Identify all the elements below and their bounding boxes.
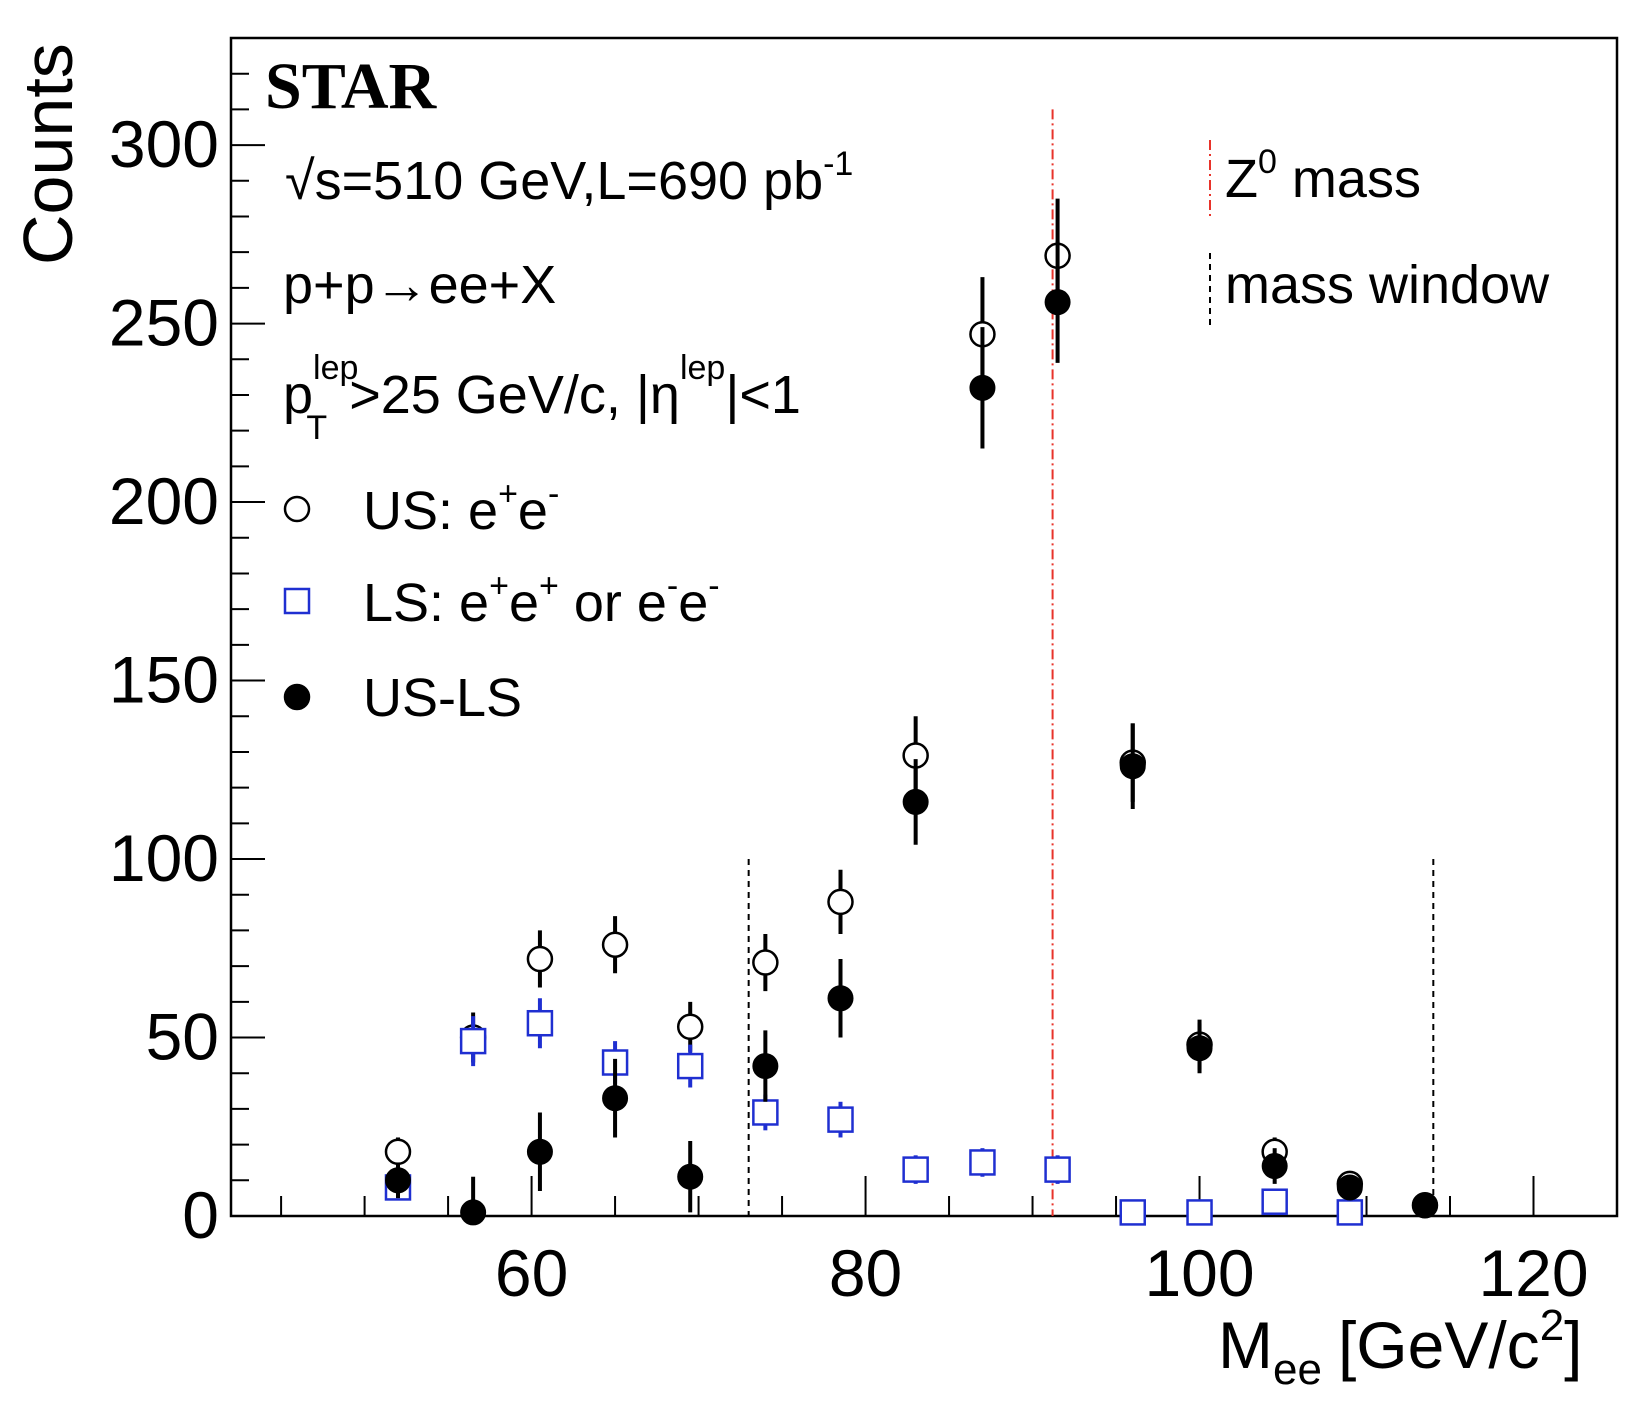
- us-ls-point: [902, 788, 929, 815]
- us-ls-point: [460, 1199, 487, 1226]
- legend-marker-ls: [283, 587, 311, 615]
- us-point: [752, 949, 779, 976]
- ls-point: [1044, 1156, 1071, 1183]
- ls-point: [1261, 1188, 1288, 1215]
- data-marks: [384, 198, 1439, 1226]
- us-ls-point: [1411, 1192, 1438, 1219]
- ls-point: [676, 1052, 704, 1080]
- us-ls-point: [827, 985, 854, 1012]
- us-point: [526, 945, 554, 973]
- ls-point: [459, 1027, 487, 1055]
- y-tick-label: 200: [109, 464, 219, 538]
- y-tick-label: 0: [182, 1178, 219, 1252]
- us-point: [384, 1138, 412, 1165]
- ls-point: [902, 1156, 929, 1183]
- x-axis-label: Mee [GeV/c2]: [1218, 1301, 1583, 1394]
- us-ls-point: [677, 1163, 704, 1190]
- legend-marker-us-ls: [283, 683, 311, 711]
- us-point: [601, 931, 629, 958]
- x-tick-label: 80: [829, 1236, 902, 1310]
- legend-label-mass-window: mass window: [1225, 255, 1550, 315]
- ls-point: [1336, 1199, 1364, 1226]
- tick-labels: 0 50 100 150 200 250 300 60 80 100 120: [109, 107, 1589, 1310]
- cut-annotation: plep T>25 GeV/c, |ηlep|<1: [283, 349, 801, 447]
- y-tick-label: 300: [109, 107, 219, 181]
- us-ls-point: [1261, 1153, 1288, 1180]
- us-ls-point: [384, 1167, 411, 1194]
- ls-point: [1119, 1199, 1146, 1226]
- y-tick-label: 50: [146, 1000, 219, 1074]
- us-ls-point: [969, 374, 996, 401]
- y-tick-label: 250: [109, 286, 219, 360]
- us-ls-point: [1186, 1035, 1213, 1062]
- ls-point: [752, 1099, 779, 1126]
- us-point: [676, 1013, 704, 1041]
- us-ls-point: [1044, 289, 1071, 316]
- plot-frame: [229, 36, 1619, 1218]
- y-tick-label: 150: [109, 643, 219, 717]
- us-point: [827, 888, 854, 916]
- x-tick-label: 120: [1478, 1236, 1588, 1310]
- us-ls-point: [602, 1085, 629, 1112]
- ls-point: [827, 1106, 854, 1133]
- legend-label-z-mass: Z0 mass: [1225, 143, 1421, 209]
- legend-label-us-ls: US-LS: [363, 668, 522, 728]
- x-tick-label: 60: [495, 1236, 568, 1310]
- x-tick-label: 100: [1144, 1236, 1254, 1310]
- y-tick-label: 100: [109, 821, 219, 895]
- ls-point: [969, 1149, 996, 1176]
- us-ls-point: [752, 1053, 779, 1080]
- chart-title: STAR: [265, 50, 437, 123]
- ls-point: [526, 1009, 554, 1037]
- us-ls-point: [1336, 1174, 1363, 1201]
- reaction-annotation: p+p→ee+X: [283, 255, 556, 315]
- y-axis-label: Counts: [9, 43, 87, 265]
- us-ls-point: [526, 1138, 553, 1165]
- legend: US: e+e- LS: e+e+ or e-e- US-LS Z0 mass …: [283, 140, 1550, 728]
- legend-label-us: US: e+e-: [363, 475, 559, 541]
- axis-ticks: [231, 37, 1618, 1217]
- legend-label-ls: LS: e+e+ or e-e-: [363, 567, 720, 633]
- us-ls-point: [1119, 753, 1146, 780]
- ls-point: [1186, 1199, 1213, 1226]
- energy-annotation: √s=510 GeV,L=690 pb-1: [285, 145, 853, 211]
- legend-marker-us: [283, 495, 311, 523]
